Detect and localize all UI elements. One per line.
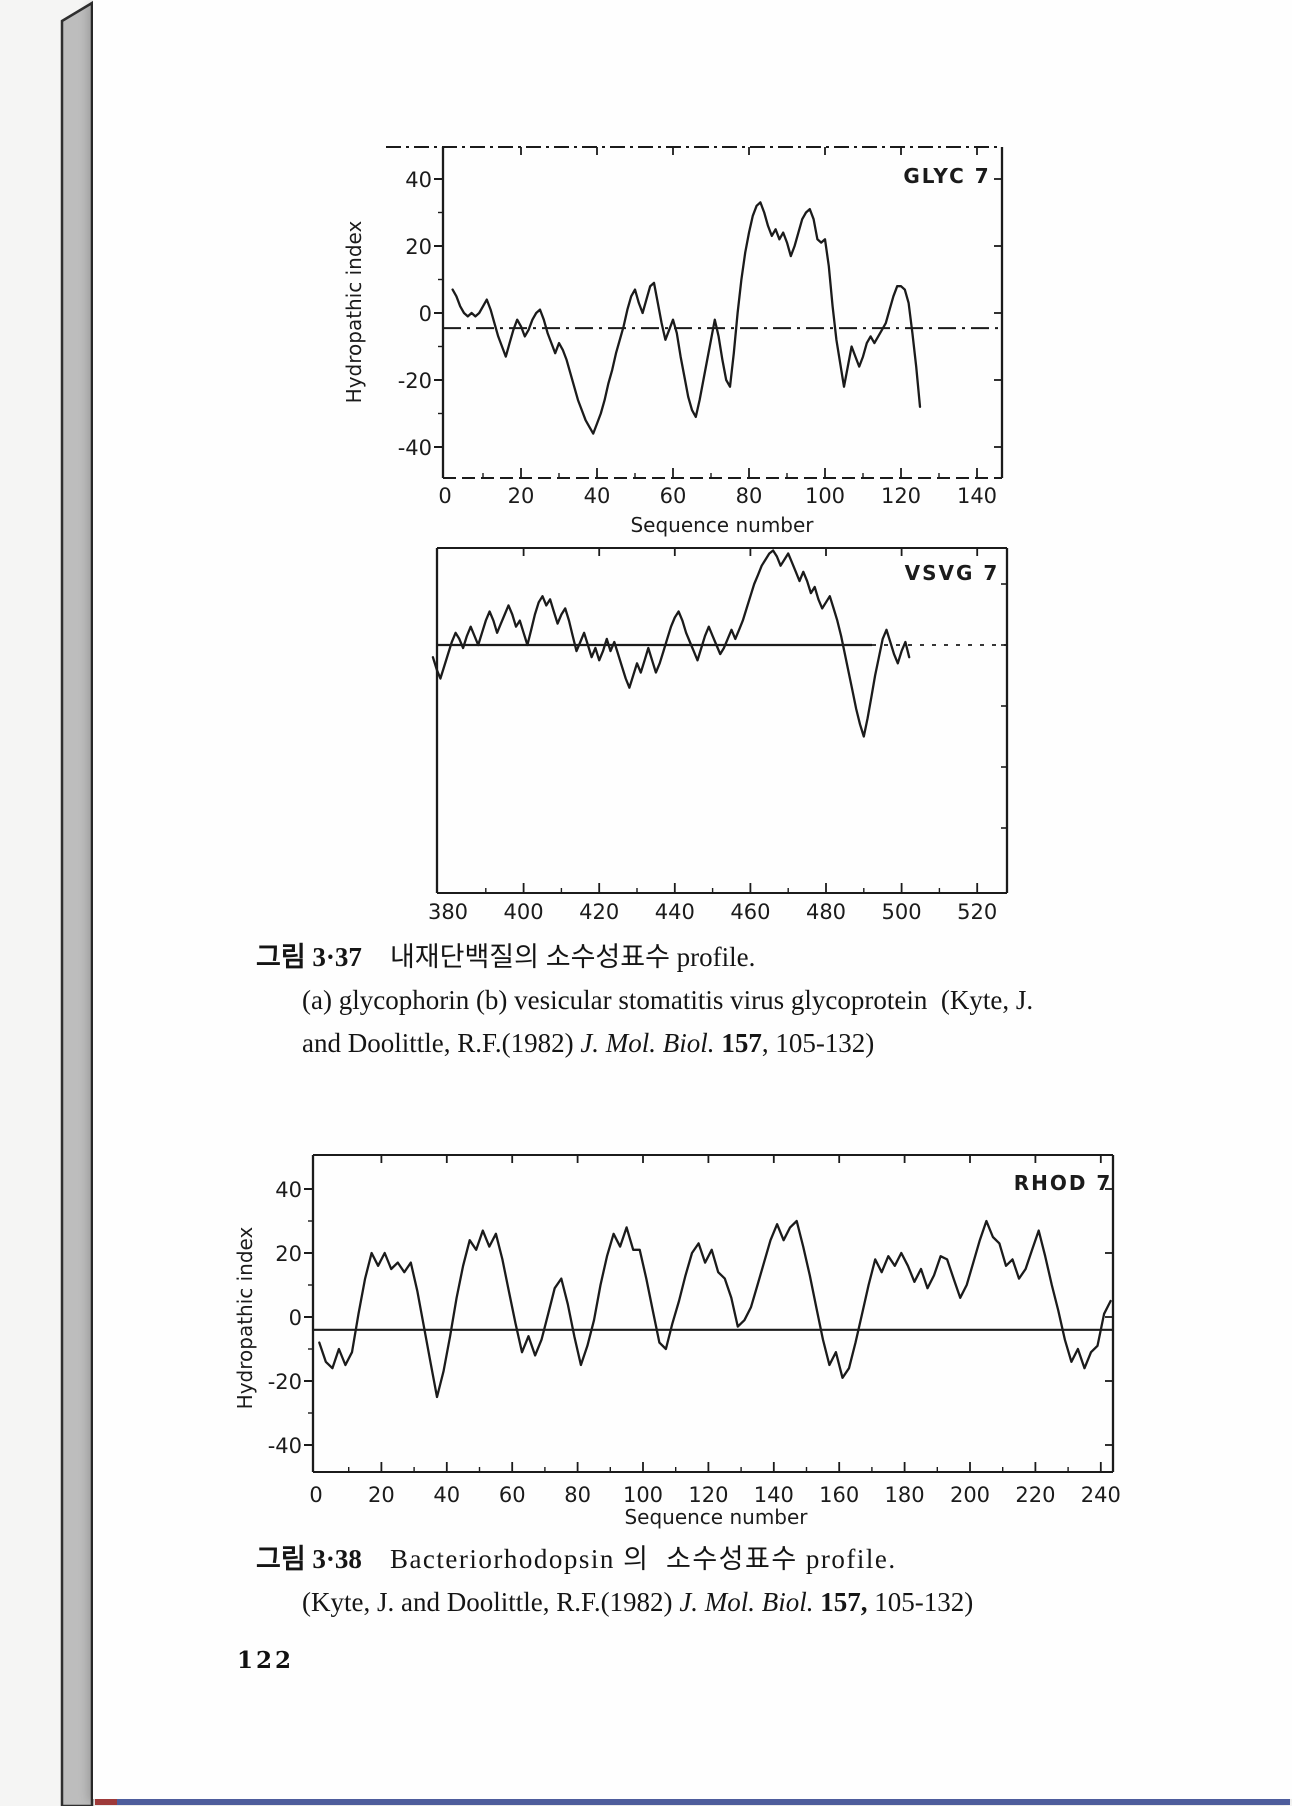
figure-caption-3-38: 그림 3·38 Bacteriorhodopsin 의 소수성표수 profile… (256, 1538, 1156, 1624)
x-tick-label: 0 (438, 484, 451, 508)
y-tick-label: -40 (398, 436, 432, 460)
y-tick-label: 0 (289, 1306, 302, 1330)
x-tick-label: 120 (881, 484, 921, 508)
citation-volume: 157, (813, 1587, 868, 1617)
x-tick-label: 20 (368, 1483, 395, 1507)
book-page-edge (60, 0, 94, 1806)
x-tick-label: 80 (736, 484, 763, 508)
caption-title-line: 그림 3·37 내재단백질의 소수성표수 profile. (256, 936, 1156, 979)
citation-authors: (Kyte, J. and Doolittle, R.F.(1982) (302, 1587, 680, 1617)
x-axis-title: Sequence number (630, 513, 814, 537)
x-tick-label: 460 (730, 900, 770, 924)
x-tick-label: 40 (433, 1483, 460, 1507)
panel-label: VSVG 7 (905, 561, 1000, 585)
x-tick-label: 100 (623, 1483, 663, 1507)
caption-title: 내재단백질의 소수성표수 profile. (389, 942, 756, 972)
x-tick-label: 180 (885, 1483, 925, 1507)
x-axis-title: Sequence number (624, 1505, 808, 1529)
citation-journal: J. Mol. Biol. (679, 1587, 814, 1617)
citation-pages: , 105-132) (761, 1028, 875, 1058)
caption-citation: (Kyte, J. and Doolittle, R.F.(1982) J. M… (302, 1581, 1156, 1624)
hydropathy-trace-bacteriorhodopsin (318, 1219, 1112, 1399)
x-tick-label: 100 (805, 484, 845, 508)
caption-subtitle: (a) glycophorin (b) vesicular stomatitis… (302, 985, 1034, 1015)
citation-pages: 105-132) (867, 1587, 974, 1617)
x-tick-label: 140 (957, 484, 997, 508)
bottom-edge-accent (95, 1799, 117, 1805)
figure-number-label: 그림 3·37 (256, 942, 362, 972)
x-tick-label: 80 (564, 1483, 591, 1507)
y-tick-label: 20 (275, 1242, 302, 1266)
x-tick-label: 160 (819, 1483, 859, 1507)
page-number: 122 (237, 1647, 295, 1674)
x-tick-label: 60 (660, 484, 687, 508)
x-tick-label: 400 (504, 900, 544, 924)
x-tick-label: 520 (957, 900, 997, 924)
y-axis-title: Hydropathic index (233, 1226, 257, 1409)
x-tick-label: 120 (688, 1483, 728, 1507)
y-tick-label: 20 (405, 235, 432, 259)
x-tick-label: 140 (754, 1483, 794, 1507)
x-tick-label: 200 (950, 1483, 990, 1507)
citation-journal: J. Mol. Biol. (580, 1028, 715, 1058)
bottom-edge-line (117, 1799, 1290, 1805)
citation-authors: and Doolittle, R.F.(1982) (302, 1028, 581, 1058)
x-tick-label: 240 (1081, 1483, 1121, 1507)
y-tick-label: -20 (268, 1370, 302, 1394)
page-surface (93, 0, 1292, 1799)
x-tick-label: 220 (1015, 1483, 1055, 1507)
figure-caption-3-37: 그림 3·37 내재단백질의 소수성표수 profile. (a) glycoph… (256, 936, 1156, 1065)
y-tick-label: 0 (419, 302, 432, 326)
figure-number-label: 그림 3·38 (256, 1544, 362, 1574)
y-tick-label: -40 (268, 1434, 302, 1458)
x-tick-label: 420 (579, 900, 619, 924)
x-tick-label: 440 (655, 900, 695, 924)
x-tick-label: 480 (806, 900, 846, 924)
x-tick-label: 40 (584, 484, 611, 508)
panel-label: GLYC 7 (903, 164, 990, 188)
caption-title-line: 그림 3·38 Bacteriorhodopsin 의 소수성표수 profile… (256, 1538, 1156, 1581)
caption-title: Bacteriorhodopsin 의 소수성표수 profile. (389, 1544, 897, 1574)
x-tick-label: 380 (428, 900, 468, 924)
hydropathy-trace-glycophorin (451, 201, 922, 435)
citation-volume: 157 (714, 1028, 762, 1058)
x-tick-label: 500 (882, 900, 922, 924)
y-axis-title: Hydropathic index (342, 220, 366, 403)
x-tick-label: 60 (499, 1483, 526, 1507)
y-tick-label: 40 (275, 1178, 302, 1202)
y-tick-label: 40 (405, 168, 432, 192)
y-tick-label: -20 (398, 369, 432, 393)
hydropathy-trace-vsv-glycoprotein (431, 549, 911, 738)
caption-citation: and Doolittle, R.F.(1982) J. Mol. Biol. … (302, 1022, 1156, 1065)
x-tick-label: 20 (508, 484, 535, 508)
x-tick-label: 0 (309, 1483, 322, 1507)
panel-label: RHOD 7 (1014, 1171, 1113, 1195)
